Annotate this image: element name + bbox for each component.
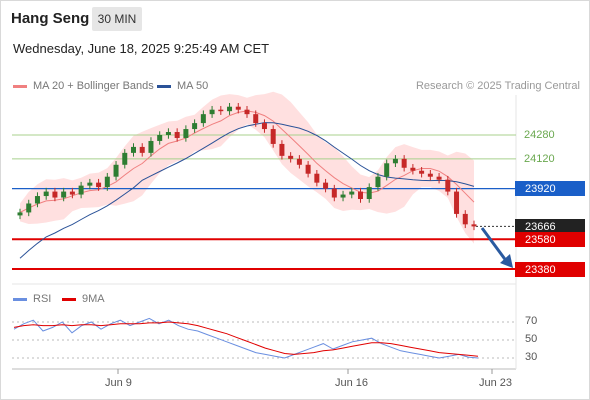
candle-body	[122, 152, 128, 165]
candle-body	[165, 132, 171, 135]
candle-body	[340, 194, 346, 198]
rsi-tick-70: 70	[525, 315, 538, 327]
candle-body	[314, 173, 320, 183]
candle-body	[445, 179, 451, 192]
level-r2-label: 24280	[524, 129, 555, 141]
candle-body	[253, 114, 259, 124]
candle-body	[34, 196, 40, 204]
forecast-arrow-head	[500, 254, 513, 268]
candle-body	[471, 224, 477, 227]
candle-body	[26, 203, 32, 213]
candle-body	[139, 146, 145, 153]
ma20-swatch	[13, 84, 27, 88]
x-tick-jun9: Jun 9	[105, 377, 132, 389]
level-s1-tag: 23580	[515, 232, 585, 247]
candle-body	[52, 191, 58, 198]
candle-body	[454, 191, 460, 214]
candle-body	[375, 176, 381, 188]
level-r1-label: 24120	[524, 153, 555, 165]
ma50-swatch	[157, 84, 171, 88]
candle-body	[113, 164, 119, 177]
candle-body	[131, 146, 136, 153]
rsi-tick-50: 50	[525, 333, 538, 345]
candle-body	[61, 191, 67, 198]
candle-body	[384, 163, 390, 177]
candle-body	[157, 135, 163, 141]
ma50-line	[19, 122, 475, 259]
candle-body	[104, 176, 110, 188]
candle-body	[427, 173, 433, 177]
legend-ma20-label: MA 20 + Bollinger Bands	[33, 80, 154, 92]
candle-body	[235, 106, 241, 110]
candle-body	[218, 109, 224, 112]
legend-rsi-ma-label: 9MA	[82, 293, 105, 305]
candle-body	[270, 129, 276, 144]
candle-body	[183, 129, 189, 138]
legend-rsi-label: RSI	[33, 293, 52, 305]
candle-body	[462, 213, 468, 225]
candle-body	[78, 185, 84, 195]
candle-body	[244, 109, 250, 115]
legend-rsi-ma: 9MA	[62, 293, 105, 305]
candle-body	[436, 176, 442, 180]
candle-body	[410, 167, 416, 171]
candle-body	[279, 143, 285, 156]
timestamp: Wednesday, June 18, 2025 9:25:49 AM CET	[13, 41, 270, 56]
last-price-tag: 23666	[515, 219, 585, 234]
forecast-arrow	[480, 227, 509, 263]
candle-body	[17, 212, 23, 216]
credit-text: Research © 2025 Trading Central	[415, 80, 580, 92]
candle-body	[192, 123, 198, 130]
x-tick-jun16: Jun 16	[335, 377, 369, 389]
legend-ma50: MA 50	[157, 80, 208, 92]
candle-body	[200, 114, 206, 124]
rsi-swatch	[13, 297, 27, 301]
candle-body	[358, 191, 363, 200]
candle-body	[288, 155, 294, 159]
candle-body	[401, 158, 407, 168]
instrument-title: Hang Seng	[11, 10, 90, 27]
candle-body	[87, 182, 93, 186]
level-pivot-tag: 23920	[515, 181, 585, 196]
candle-body	[69, 191, 75, 195]
candle-body	[43, 191, 49, 197]
candle-body	[261, 123, 267, 130]
rsi-tick-30: 30	[525, 351, 538, 363]
candle-body	[209, 109, 215, 115]
candle-body	[331, 188, 337, 198]
rsi-ma-line	[13, 321, 479, 357]
candle-body	[227, 106, 233, 112]
rsi-ma-swatch	[62, 297, 76, 301]
candle-body	[392, 158, 398, 164]
candle-body	[366, 187, 372, 200]
candle-body	[419, 170, 425, 174]
candle-body	[305, 164, 311, 174]
candle-body	[323, 182, 329, 189]
legend-ma20: MA 20 + Bollinger Bands	[13, 80, 154, 92]
x-tick-jun23: Jun 23	[479, 377, 513, 389]
candle-body	[174, 132, 180, 138]
bollinger-band	[20, 91, 474, 244]
timeframe-button[interactable]: 30 MIN	[92, 7, 142, 31]
candle-body	[296, 158, 302, 165]
legend-ma50-label: MA 50	[177, 80, 209, 92]
level-s2-tag: 23380	[515, 262, 585, 277]
candle-body	[148, 140, 154, 153]
rsi-line	[13, 317, 479, 359]
candle-body	[349, 191, 355, 195]
candle-body	[96, 182, 102, 188]
legend-rsi: RSI	[13, 293, 51, 305]
